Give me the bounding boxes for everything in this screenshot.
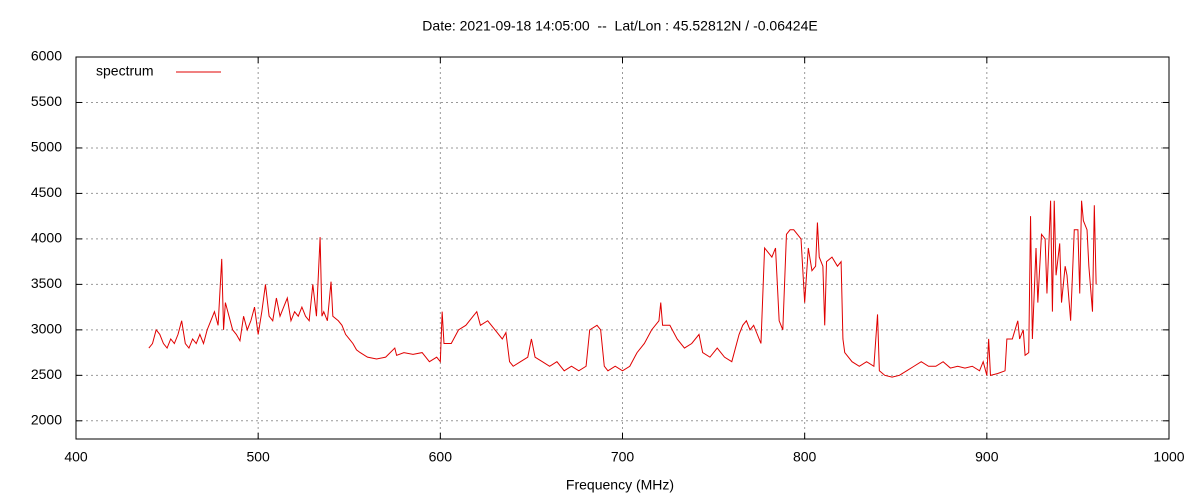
legend-label: spectrum <box>96 63 154 79</box>
y-tick-label: 3500 <box>31 275 62 291</box>
x-tick-label: 900 <box>975 449 999 465</box>
y-tick-label: 4000 <box>31 230 62 246</box>
y-tick-label: 5500 <box>31 93 62 109</box>
y-tick-label: 3000 <box>31 321 62 337</box>
y-tick-label: 2000 <box>31 412 62 428</box>
series-line <box>148 200 1097 378</box>
y-tick-label: 2500 <box>31 366 62 382</box>
x-tick-label: 400 <box>64 449 88 465</box>
chart-title: Date: 2021-09-18 14:05:00 -- Lat/Lon : 4… <box>422 18 817 34</box>
y-tick-label: 4500 <box>31 184 62 200</box>
x-tick-label: 600 <box>429 449 453 465</box>
x-tick-label: 1000 <box>1153 449 1184 465</box>
y-tick-label: 5000 <box>31 139 62 155</box>
x-axis-label: Frequency (MHz) <box>566 477 674 493</box>
y-tick-label: 6000 <box>31 48 62 64</box>
plot-frame <box>75 56 1170 440</box>
x-tick-label: 800 <box>793 449 817 465</box>
x-tick-label: 700 <box>611 449 635 465</box>
x-tick-label: 500 <box>246 449 270 465</box>
